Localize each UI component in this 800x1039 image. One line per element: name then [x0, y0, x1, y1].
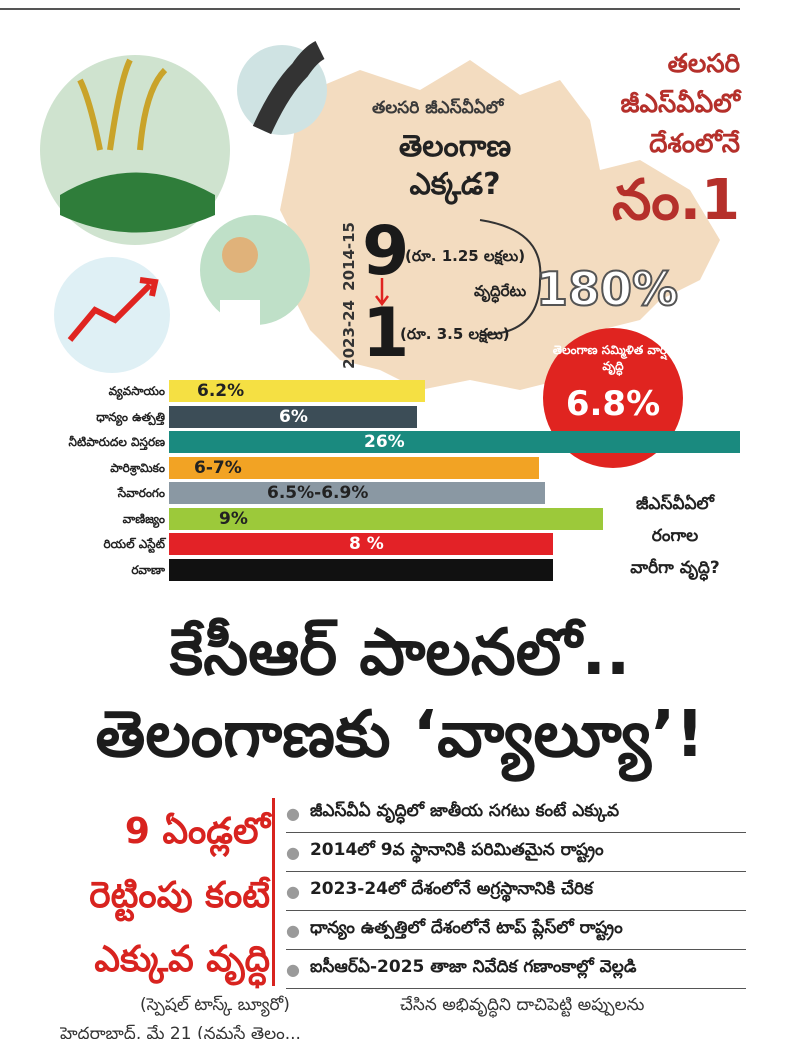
bar-category-label: పారిశ్రామికం	[110, 460, 165, 475]
top-border	[0, 0, 740, 10]
sector-question-line1: జీఎస్‌వీఏలో	[635, 494, 715, 514]
compound-growth-value: 6.8%	[565, 384, 661, 424]
rank-2014: 9	[362, 212, 410, 291]
bar-category-label: ధాన్యం ఉత్పత్తి	[96, 409, 165, 424]
rank-2014-value: (రూ. 1.25 లక్షలు)	[405, 247, 526, 265]
bar	[169, 533, 553, 555]
list-item: ● 2023-24లో దేశంలోనే అగ్రస్థానానికి చేరిక	[286, 872, 746, 911]
highlight-line2: రెట్టింపు కంటే	[89, 875, 270, 916]
bar-value-label: 6%	[279, 406, 308, 427]
list-item: ● ధాన్యం ఉత్పత్తిలో దేశంలోనే టాప్ ప్లేస్‌…	[286, 911, 746, 950]
bullet-dot-icon: ●	[286, 881, 300, 901]
bar	[169, 405, 417, 428]
rank-title: తలసరి జీఎస్‌వీఏలో దేశంలోనే	[560, 44, 740, 164]
highlight-line3: ఎక్కువ వృద్ధి	[94, 939, 270, 980]
bar	[169, 558, 553, 581]
sector-question-line3: వారీగా వృద్ధి?	[630, 558, 720, 578]
headline-line2: తెలంగాణకు ‘వ్యాల్యూ’!	[95, 698, 705, 772]
money-growth-icon	[54, 257, 170, 373]
bar-category-label: వ్యవసాయం	[108, 384, 165, 398]
article-body-start: చేసిన అభివృద్ధిని దాచిపెట్టి అప్పులను	[400, 995, 645, 1015]
bar-value-label: 6.2%	[197, 381, 245, 401]
bullet-dot-icon: ●	[286, 842, 300, 862]
bar	[169, 380, 425, 402]
list-item: ● ఐసీఆర్ఏ-2025 తాజా నివేదిక గణాంకాల్లో వె…	[286, 950, 746, 989]
bar-value-label: 9%	[219, 508, 248, 529]
bar-value-label: 26%	[364, 432, 405, 452]
bullet-list: ● జీఎస్‌వీఏ వృద్ధిలో జాతీయ సగటు కంటే ఎక్క…	[286, 794, 746, 989]
bar	[169, 431, 740, 453]
rank-2023-value: (రూ. 3.5 లక్షలు)	[400, 325, 510, 343]
arrow-curve	[479, 219, 542, 336]
compound-growth-label: తెలంగాణ సమ్మిళిత వార్షిక వృద్ధి	[552, 343, 674, 373]
infographic-illustration	[40, 41, 720, 390]
growth-label: వృద్ధిరేటు	[474, 282, 527, 300]
bullet-dot-icon: ●	[286, 920, 300, 940]
bar	[169, 482, 545, 504]
bullet-dot-icon: ●	[286, 803, 300, 823]
sector-question-line2: రంగాల	[651, 526, 699, 546]
headline-line1: కేసీఆర్ పాలనలో..	[169, 616, 631, 690]
bar-category-label: సేవారంగం	[117, 486, 165, 500]
bar-category-label: నీటిపారుదల విస్తరణ	[68, 435, 165, 449]
rank-title-line3: దేశంలోనే	[649, 129, 740, 159]
intro-title-line2: ఎక్కడ?	[409, 167, 501, 202]
bar-value-label: 8 %	[349, 534, 384, 554]
highlight-line1: 9 ఏండ్లలో	[124, 811, 270, 852]
rank-number: నం.1	[612, 168, 740, 233]
bar	[169, 456, 539, 479]
article-body-cut: హైదరాబాద్, మే 21 (నమస్తే తెలం...	[60, 1024, 301, 1039]
bar-value-label: 6-7%	[194, 457, 242, 478]
rank-title-line2: జీఎస్‌వీఏలో	[620, 89, 740, 119]
intro-title: తెలంగాణ ఎక్కడ?	[360, 128, 550, 204]
intro-title-line1: తెలంగాణ	[398, 129, 512, 164]
down-arrow-icon	[375, 278, 389, 307]
sector-growth-chart: వ్యవసాయం 6.2% ధాన్యం ఉత్పత్తి 6% నీటిపారుదల …	[68, 380, 740, 581]
byline: (స్పెషల్ టాస్క్ బ్యూరో)	[140, 995, 290, 1015]
list-item: ● జీఎస్‌వీఏ వృద్ధిలో జాతీయ సగటు కంటే ఎక్క…	[286, 794, 746, 833]
rank-title-line1: తలసరి	[667, 49, 740, 79]
bar-category-label: రవాణా	[131, 562, 165, 577]
growth-value: 180%	[535, 261, 679, 317]
sector-question: జీఎస్‌వీఏలో రంగాల వారీగా వృద్ధి?	[610, 488, 740, 584]
list-item: ● 2014లో 9వ స్థానానికి పరిమితమైన రాష్ట్రం	[286, 833, 746, 872]
divider-line	[272, 798, 275, 986]
rank-2023: 1	[362, 294, 410, 373]
headline: కేసీఆర్ పాలనలో.. తెలంగాణకు ‘వ్యాల్యూ’!	[0, 612, 800, 776]
highlight-text: 9 ఏండ్లలో రెట్టింపు కంటే ఎక్కువ వృద్ధి	[30, 800, 270, 992]
bullet-dot-icon: ●	[286, 959, 300, 979]
bar	[169, 507, 603, 530]
bar-category-label: రియల్ ఎస్టేట్	[103, 537, 165, 551]
intro-subtitle: తలసరి జీఎస్‌వీఏలో	[372, 98, 504, 118]
bar-category-label: వాణిజ్యం	[122, 511, 165, 526]
bar-value-label: 6.5%-6.9%	[267, 483, 369, 503]
